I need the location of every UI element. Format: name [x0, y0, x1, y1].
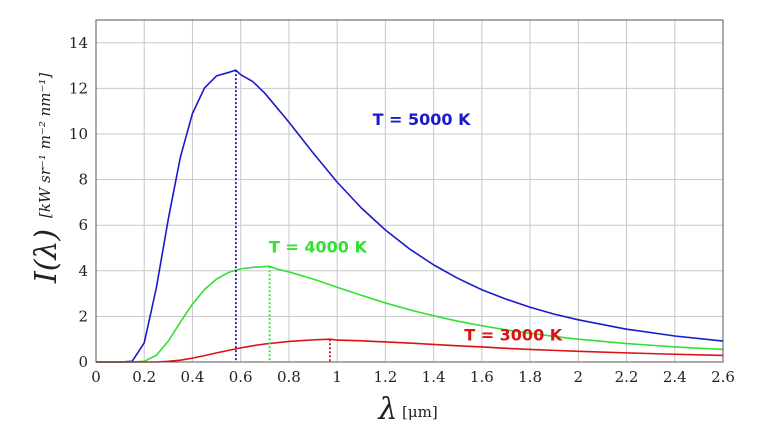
y-tick-label: 0	[78, 353, 88, 371]
x-tick-label: 1	[332, 368, 342, 386]
plot-frame	[95, 19, 724, 363]
series-labels: T = 5000 K T = 4000 K T = 3000 K	[269, 110, 563, 344]
y-axis-label: I(λ) [kW sr⁻¹ m⁻² nm⁻¹]	[29, 73, 64, 285]
series-label: T = 4000 K	[269, 238, 368, 257]
y-tick-label: 12	[69, 79, 88, 97]
series-lines	[96, 69, 724, 363]
x-tick-label: 0.4	[181, 368, 205, 386]
y-tick-label: 10	[69, 125, 88, 143]
x-tick-label: 2.4	[663, 368, 687, 386]
series-label: T = 3000 K	[464, 325, 563, 344]
series-label: T = 5000 K	[373, 110, 472, 129]
x-tick-label: 2	[574, 368, 584, 386]
x-tick-label: 0	[91, 368, 101, 386]
y-axis-symbol: I(λ)	[29, 229, 64, 284]
series-line	[96, 69, 724, 363]
y-tick-label: 8	[78, 171, 88, 189]
y-tick-label: 14	[69, 34, 88, 52]
y-tick-label: 4	[78, 262, 88, 280]
x-tick-label: 1.4	[422, 368, 446, 386]
x-tick-label: 1.8	[518, 368, 542, 386]
x-tick-label: 0.8	[277, 368, 301, 386]
x-tick-label: 2.2	[615, 368, 639, 386]
x-tick-label: 2.6	[711, 368, 735, 386]
y-axis-unit: [kW sr⁻¹ m⁻² nm⁻¹]	[36, 73, 54, 218]
series-line	[96, 265, 724, 363]
y-tick-label: 2	[78, 307, 88, 325]
x-axis-unit: [μm]	[402, 403, 438, 421]
x-tick-label: 1.6	[470, 368, 494, 386]
x-axis-symbol: λ	[377, 392, 397, 427]
x-tick-label: 0.6	[229, 368, 253, 386]
y-tick-labels: 0 2 4 6 8 10 12 14	[69, 34, 88, 371]
x-tick-label: 1.2	[373, 368, 397, 386]
series-line	[96, 338, 724, 363]
peak-markers	[234, 70, 331, 362]
x-tick-labels: 0 0.2 0.4 0.6 0.8 1 1.2 1.4 1.6 1.8 2 2.2 2.4 2.6	[91, 368, 735, 386]
y-tick-label: 6	[78, 216, 88, 234]
x-tick-label: 0.2	[132, 368, 156, 386]
